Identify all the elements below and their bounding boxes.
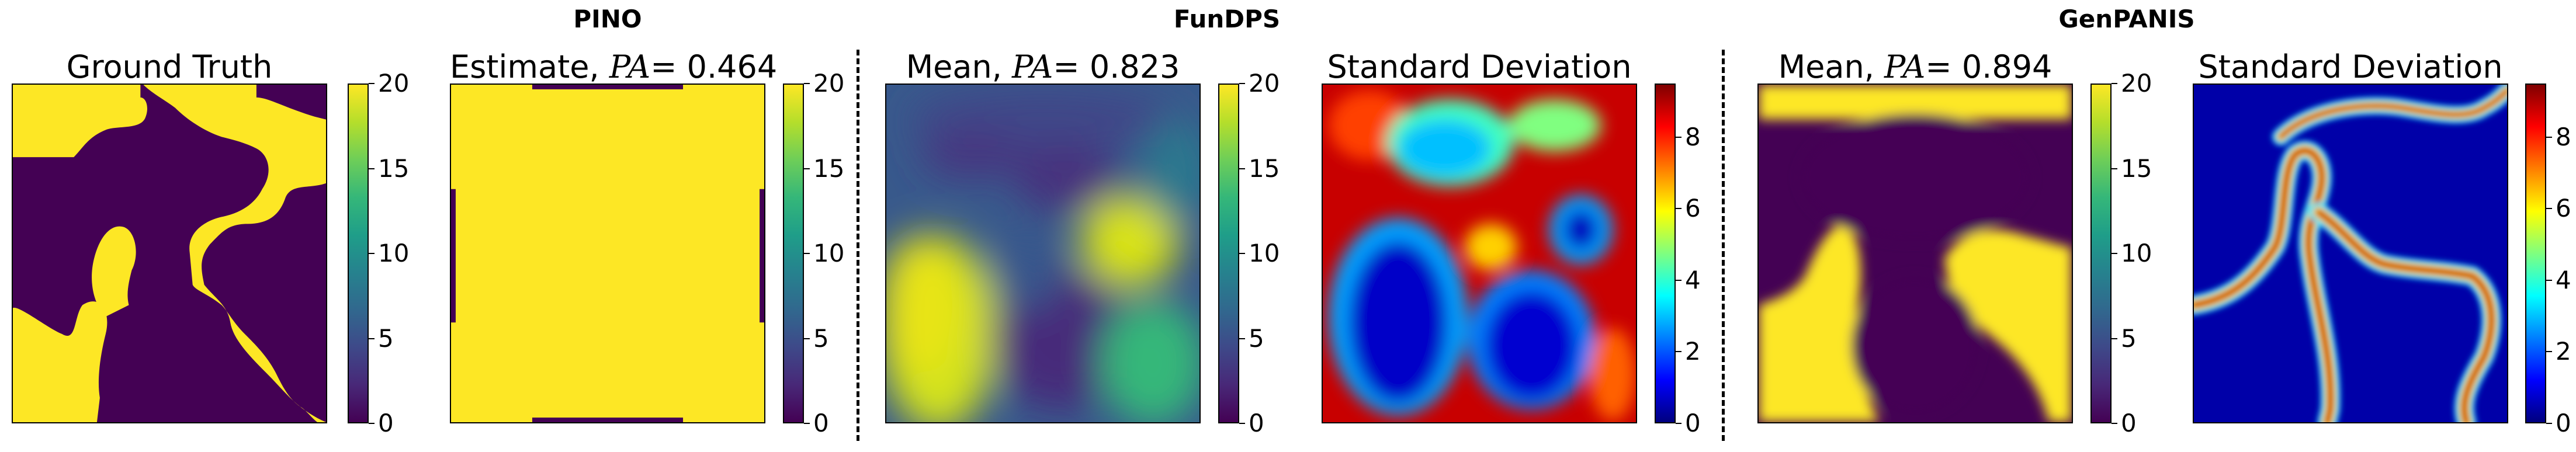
group-title-pino: PINO (573, 5, 642, 33)
colorbar-tick-label: 20 (813, 69, 845, 98)
colorbar-tick-mark (1239, 423, 1245, 424)
colorbar-fundps-std (1655, 84, 1676, 423)
colorbar-tick-label: 10 (813, 239, 845, 267)
colorbar-tick-mark (804, 253, 810, 254)
colorbar-tick-mark (1239, 83, 1245, 84)
colorbar-tick-label: 5 (813, 324, 829, 353)
colorbar-tick-label: 4 (1685, 265, 1701, 294)
title-metric: PA (609, 48, 651, 85)
colorbar-tick-mark (2546, 136, 2552, 138)
colorbar-tick-mark (2112, 83, 2117, 84)
colorbar-tick-label: 15 (378, 154, 410, 183)
colorbar-tick-label: 10 (2121, 239, 2152, 267)
colorbar-tick-mark (1676, 136, 1681, 138)
colorbar-tick-mark (369, 253, 375, 254)
panel-title-genpanis-std: Standard Deviation (2198, 48, 2503, 85)
colorbar-tick-label: 2 (1685, 337, 1701, 366)
panel-title-ground-truth: Ground Truth (66, 48, 273, 85)
heatmap-fundps-std (1322, 84, 1637, 423)
colorbar-tick-label: 5 (1249, 324, 1264, 353)
colorbar-tick-mark (2546, 351, 2552, 353)
colorbar-tick-mark (804, 423, 810, 424)
colorbar-tick-label: 2 (2556, 337, 2571, 366)
title-value: = 0.894 (1925, 48, 2053, 85)
title-prefix: Estimate, (450, 48, 609, 85)
colorbar-tick-mark (1239, 168, 1245, 169)
colorbar-tick-label: 0 (2556, 409, 2571, 437)
heatmap-genpanis-mean (1757, 84, 2073, 423)
heatmap-ground-truth (12, 84, 327, 423)
colorbar-tick-mark (2112, 423, 2117, 424)
colorbar-tick-label: 6 (2556, 194, 2571, 223)
colorbar-tick-mark (2112, 253, 2117, 254)
colorbar-tick-mark (2112, 338, 2117, 339)
panel-title-fundps-std: Standard Deviation (1327, 48, 1632, 85)
title-value: = 0.464 (650, 48, 778, 85)
panel-title-genpanis-mean: Mean, PA= 0.894 (1757, 51, 2073, 83)
colorbar-fundps-mean (1218, 84, 1239, 423)
colorbar-tick-mark (1676, 279, 1681, 281)
colorbar-tick-label: 0 (1685, 409, 1701, 437)
colorbar-tick-label: 15 (1249, 154, 1280, 183)
colorbar-tick-label: 0 (813, 409, 829, 437)
colorbar-tick-mark (2546, 423, 2552, 424)
colorbar-tick-mark (1239, 338, 1245, 339)
colorbar-tick-label: 8 (1685, 122, 1701, 151)
title-metric: PA (1012, 48, 1053, 85)
divider-fundps-genpanis (1722, 50, 1725, 441)
colorbar-tick-label: 0 (1249, 409, 1264, 437)
colorbar-tick-label: 15 (813, 154, 845, 183)
colorbar-tick-mark (804, 338, 810, 339)
colorbar-tick-mark (1676, 351, 1681, 353)
colorbar-tick-mark (1239, 253, 1245, 254)
colorbar-tick-label: 20 (378, 69, 410, 98)
colorbar-tick-mark (2546, 279, 2552, 281)
heatmap-pino-estimate (450, 84, 765, 423)
colorbar-tick-label: 10 (378, 239, 410, 267)
colorbar-tick-mark (369, 338, 375, 339)
colorbar-tick-label: 0 (378, 409, 394, 437)
colorbar-tick-mark (369, 168, 375, 169)
colorbar-tick-label: 0 (2121, 409, 2137, 437)
group-title-fundps: FunDPS (1173, 5, 1281, 33)
title-prefix: Mean, (906, 48, 1013, 85)
colorbar-genpanis-mean (2090, 84, 2112, 423)
colorbar-tick-label: 20 (1249, 69, 1280, 98)
panel-title-pino-estimate: Estimate, PA= 0.464 (450, 48, 777, 85)
colorbar-tick-mark (369, 423, 375, 424)
colorbar-tick-mark (2546, 208, 2552, 210)
colorbar-tick-mark (1676, 208, 1681, 210)
colorbar-tick-label: 5 (378, 324, 394, 353)
colorbar-tick-label: 8 (2556, 122, 2571, 151)
title-value: = 0.823 (1053, 48, 1180, 85)
colorbar-genpanis-std (2525, 84, 2546, 423)
colorbar-tick-mark (2112, 168, 2117, 169)
panel-title-fundps-mean: Mean, PA= 0.823 (885, 51, 1201, 83)
colorbar-tick-mark (804, 83, 810, 84)
colorbar-tick-label: 4 (2556, 265, 2571, 294)
colorbar-tick-label: 20 (2121, 69, 2152, 98)
heatmap-genpanis-std (2193, 84, 2508, 423)
colorbar-tick-label: 5 (2121, 324, 2137, 353)
title-metric: PA (1884, 48, 1926, 85)
title-prefix: Mean, (1778, 48, 1885, 85)
divider-pino-fundps (857, 50, 859, 441)
group-title-genpanis: GenPANIS (2058, 5, 2195, 33)
colorbar-tick-mark (1676, 423, 1681, 424)
colorbar-tick-mark (804, 168, 810, 169)
colorbar-tick-mark (369, 83, 375, 84)
colorbar-pino-estimate (783, 84, 804, 423)
colorbar-tick-label: 6 (1685, 194, 1701, 223)
colorbar-tick-label: 15 (2121, 154, 2152, 183)
colorbar-tick-label: 10 (1249, 239, 1280, 267)
colorbar-ground-truth (348, 84, 369, 423)
heatmap-fundps-mean (885, 84, 1201, 423)
